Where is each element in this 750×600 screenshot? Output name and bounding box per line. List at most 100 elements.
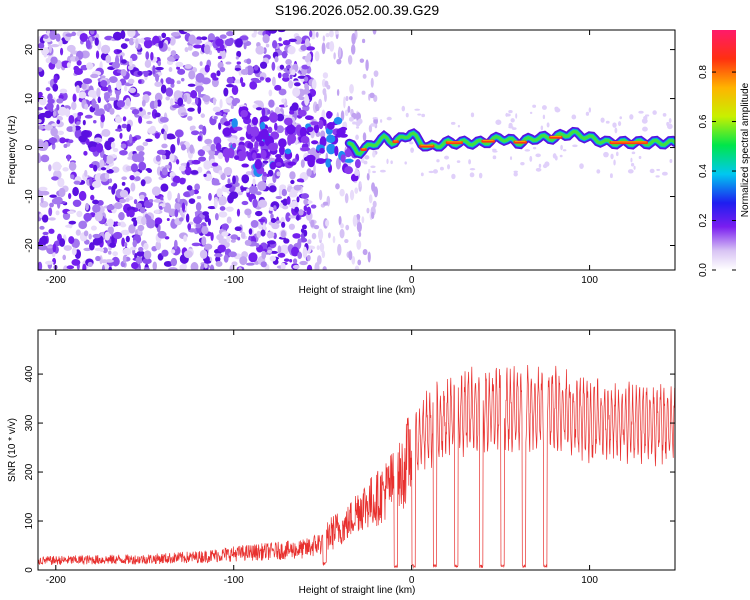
spectrogram-noise-blob bbox=[236, 61, 241, 65]
spectrogram-signal-blob bbox=[310, 121, 320, 126]
spectrogram-noise-blob bbox=[94, 37, 99, 46]
spectrogram-noise-blob bbox=[302, 246, 308, 259]
spectrogram-noise-blob bbox=[339, 188, 345, 197]
spectrogram-noise-blob bbox=[113, 99, 119, 110]
spectrogram-noise-blob bbox=[56, 119, 61, 125]
spectrogram-noise-blob bbox=[213, 116, 218, 120]
spectrogram-noise-blob bbox=[221, 223, 229, 230]
spectrogram-noise-blob bbox=[336, 89, 340, 97]
spectrogram-noise-blob bbox=[252, 178, 256, 186]
spectrogram-noise-blob bbox=[340, 223, 344, 229]
spectrogram-signal-blob bbox=[241, 163, 249, 168]
spectrogram-noise-blob bbox=[285, 58, 292, 66]
spectrogram-noise-blob bbox=[261, 250, 267, 260]
spectrogram-noise-blob bbox=[301, 224, 307, 230]
spectrogram-noise-blob bbox=[127, 64, 134, 71]
spectrogram-noise-blob bbox=[314, 262, 320, 270]
spectrogram-noise-blob bbox=[40, 235, 48, 246]
spectrogram-noise-blob bbox=[50, 127, 58, 137]
spectrogram-noise-blob bbox=[447, 164, 451, 170]
spectrogram-noise-blob bbox=[318, 98, 323, 108]
spectrogram-noise-blob bbox=[274, 122, 278, 131]
spectrogram-noise-blob bbox=[83, 247, 92, 252]
spectrogram-noise-blob bbox=[188, 70, 196, 80]
spectrogram-noise-blob bbox=[38, 118, 42, 124]
spectrogram-noise-blob bbox=[361, 90, 366, 95]
spectrogram-noise-blob bbox=[125, 97, 131, 106]
spectrogram-noise-blob bbox=[82, 78, 93, 85]
spectrogram-noise-blob bbox=[353, 181, 357, 184]
spectrogram-noise-blob bbox=[90, 225, 97, 231]
spectrogram-noise-blob bbox=[515, 113, 518, 119]
spectrogram-noise-blob bbox=[121, 123, 128, 129]
spectrogram-noise-blob bbox=[64, 108, 71, 118]
spectrogram-signal-blob bbox=[306, 126, 314, 133]
spectrogram-noise-blob bbox=[362, 132, 367, 142]
spectrogram-noise-blob bbox=[106, 169, 114, 174]
spectrogram-noise-blob bbox=[240, 231, 246, 239]
spectrogram-noise-blob bbox=[513, 172, 518, 177]
spectrogram-signal-blob bbox=[326, 134, 336, 143]
spectrogram-noise-blob bbox=[316, 245, 320, 250]
spectrogram-noise-blob bbox=[253, 64, 259, 71]
spectrogram-noise-blob bbox=[68, 236, 75, 244]
spectrogram-signal-blob bbox=[325, 158, 331, 168]
spectrogram-noise-blob bbox=[314, 50, 320, 62]
spectrogram-noise-blob bbox=[439, 166, 444, 171]
spectrogram-noise-blob bbox=[457, 124, 460, 128]
spectrogram-noise-blob bbox=[76, 210, 83, 218]
spectrogram-noise-blob bbox=[509, 156, 513, 161]
spectrogram-signal-blob bbox=[233, 126, 243, 131]
spectrogram-noise-blob bbox=[270, 213, 274, 220]
spectrogram-noise-blob bbox=[270, 218, 277, 223]
spectrogram-noise-blob bbox=[219, 44, 225, 52]
spectrogram-signal-blob bbox=[278, 138, 287, 148]
spectrogram-noise-blob bbox=[71, 259, 81, 266]
spectrogram-noise-blob bbox=[169, 78, 175, 85]
spectrogram-noise-blob bbox=[179, 208, 183, 216]
spectrogram-noise-blob bbox=[258, 218, 266, 223]
spectrogram-noise-blob bbox=[193, 44, 203, 49]
spectrogram-noise-blob bbox=[185, 95, 192, 105]
spectrogram-noise-blob bbox=[456, 160, 461, 163]
spectrogram-noise-blob bbox=[310, 219, 315, 228]
spectrogram-noise-blob bbox=[237, 191, 243, 196]
spectrogram-noise-blob bbox=[50, 44, 60, 48]
spectrogram-noise-blob bbox=[641, 118, 648, 124]
spectrogram-noise-blob bbox=[128, 134, 133, 144]
spectrogram-noise-blob bbox=[100, 167, 107, 171]
spectrogram-noise-blob bbox=[478, 172, 483, 179]
spectrogram-noise-blob bbox=[41, 214, 49, 223]
spectrogram-noise-blob bbox=[154, 92, 163, 102]
spectrogram-noise-blob bbox=[277, 245, 282, 254]
spectrogram-noise-blob bbox=[136, 250, 145, 257]
spectrogram-noise-blob bbox=[73, 180, 81, 185]
spectrogram-noise-blob bbox=[203, 160, 212, 170]
spectrogram-noise-blob bbox=[183, 94, 188, 102]
spectrogram-noise-blob bbox=[344, 109, 349, 117]
spectrogram-noise-blob bbox=[306, 254, 311, 262]
spectrogram-noise-blob bbox=[669, 159, 673, 164]
spectrogram-noise-blob bbox=[180, 112, 188, 116]
spectrogram-noise-blob bbox=[354, 265, 360, 270]
spectrogram-noise-blob bbox=[62, 211, 71, 221]
spectrogram-noise-blob bbox=[292, 264, 300, 270]
spectrogram-noise-blob bbox=[401, 105, 406, 112]
spectrogram-noise-blob bbox=[225, 183, 233, 188]
spectrogram-noise-blob bbox=[45, 57, 52, 64]
spectrogram-noise-blob bbox=[40, 154, 50, 163]
spectrogram-noise-blob bbox=[386, 116, 392, 121]
spectrogram-noise-blob bbox=[225, 83, 234, 88]
spectrogram-noise-blob bbox=[303, 205, 308, 212]
spectrogram-noise-blob bbox=[255, 210, 263, 217]
spectrogram-noise-blob bbox=[535, 167, 542, 172]
spectrogram-noise-blob bbox=[170, 143, 176, 154]
spectrogram-noise-blob bbox=[148, 199, 154, 203]
spectrogram-noise-blob bbox=[101, 264, 105, 270]
spectrogram-noise-blob bbox=[121, 176, 128, 180]
spectrogram-noise-blob bbox=[128, 87, 137, 94]
spectrogram-noise-blob bbox=[315, 31, 319, 38]
spectrogram-noise-blob bbox=[104, 259, 114, 263]
snr-ylabel: SNR (10 * v/v) bbox=[7, 418, 18, 482]
spectrogram-noise-blob bbox=[119, 221, 126, 226]
